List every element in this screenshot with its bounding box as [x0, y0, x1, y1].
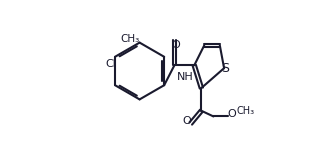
Text: Cl: Cl — [105, 59, 116, 69]
Text: O: O — [227, 109, 236, 119]
Text: S: S — [221, 62, 229, 75]
Text: O: O — [183, 116, 192, 126]
Text: NH: NH — [177, 72, 194, 82]
Text: CH₃: CH₃ — [121, 34, 140, 44]
Text: CH₃: CH₃ — [236, 106, 254, 116]
Text: O: O — [171, 40, 180, 50]
